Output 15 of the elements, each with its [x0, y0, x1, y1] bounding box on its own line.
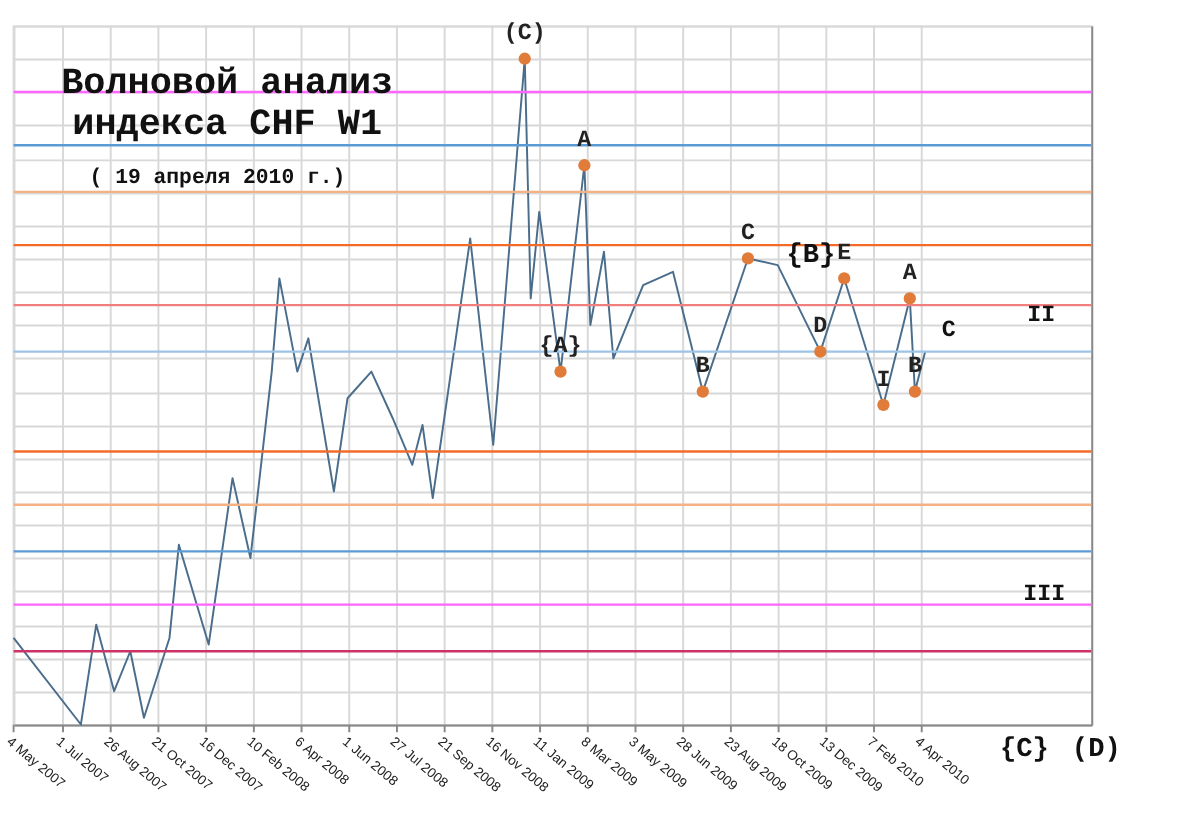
annotation: C — [941, 318, 956, 345]
text: {C} — [1000, 735, 1049, 766]
annotation: (C) — [503, 21, 546, 48]
annotation: {A} — [539, 334, 582, 361]
annotation: I — [876, 367, 891, 394]
annotation: {B} — [786, 242, 836, 273]
annotation: III — [1023, 582, 1066, 609]
annotation: C — [740, 221, 755, 248]
annotation: D — [813, 314, 828, 341]
annotation: E — [837, 241, 852, 268]
annotation: II — [1027, 302, 1056, 329]
text: ( 19 апреля 2010 г.) — [89, 166, 346, 191]
annotation: B — [695, 354, 710, 381]
annotation: A — [902, 260, 917, 287]
text: (D) — [1071, 735, 1121, 766]
